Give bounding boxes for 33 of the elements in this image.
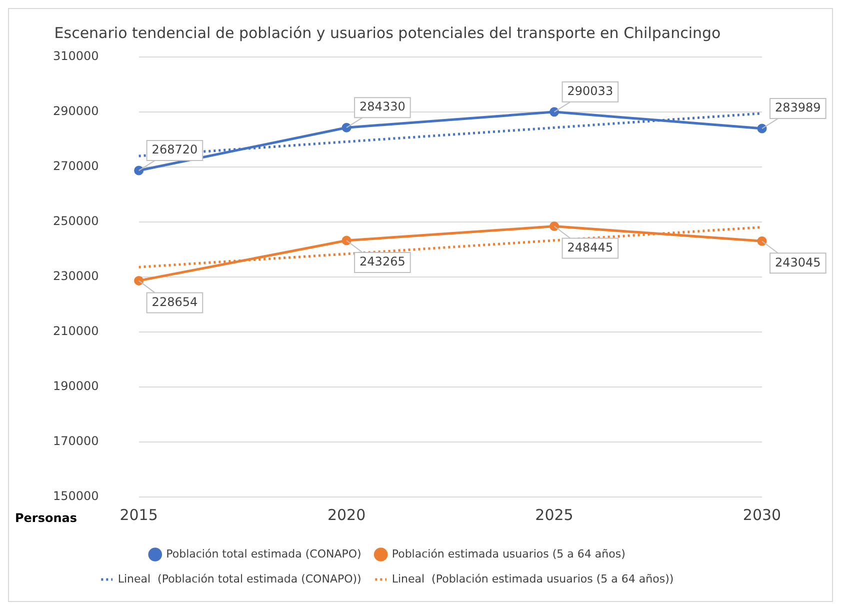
- y-tick-label: 310000: [52, 49, 99, 64]
- point: [757, 124, 767, 134]
- x-tick-label: 2020: [327, 506, 366, 524]
- x-tick-label: 2015: [120, 506, 158, 524]
- x-tick-label: 2025: [535, 506, 574, 524]
- data-label: 248445: [567, 240, 614, 254]
- x-tick-label: 2030: [742, 506, 782, 524]
- point: [342, 236, 352, 246]
- data-label: 243045: [775, 255, 821, 270]
- data-label: 268720: [152, 142, 198, 157]
- y-tick-label: 210000: [52, 324, 99, 338]
- y-tick-label: 150000: [52, 489, 99, 504]
- chart-title: Escenario tendencial de población y usuarios potenciales del transporte en Chilpancingo: [54, 24, 721, 42]
- legend-label: Población estimada usuarios (5 a 64 años): [392, 547, 626, 560]
- y-tick-label: 290000: [52, 104, 99, 118]
- y-tick-label: 250000: [52, 214, 99, 228]
- legend-label: Lineal (Población total estimada (CONAPO)): [118, 572, 362, 586]
- data-label: 290033: [567, 84, 614, 98]
- point: [342, 122, 352, 132]
- point: [550, 107, 560, 117]
- point: [757, 236, 767, 246]
- y-axis-title: Personas: [15, 511, 78, 526]
- y-tick-label: 230000: [52, 269, 99, 284]
- data-label: 243265: [360, 254, 406, 269]
- y-tick-label: 270000: [52, 159, 99, 174]
- y-tick-label: 190000: [52, 379, 99, 394]
- data-label: 283989: [775, 100, 821, 115]
- y-tick-label: 170000: [52, 434, 99, 448]
- data-label: 284330: [360, 100, 406, 114]
- legend-label: Lineal (Población estimada usuarios (5 a 64 años)): [392, 572, 674, 586]
- point: [134, 276, 144, 286]
- data-label: 228654: [152, 294, 198, 309]
- legend-label: Población total estimada (CONAPO): [166, 547, 362, 560]
